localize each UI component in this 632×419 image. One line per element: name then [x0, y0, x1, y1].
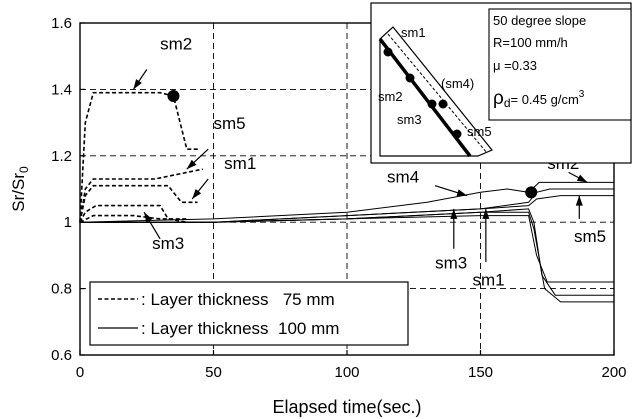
x-axis-title: Elapsed time(sec.) [272, 397, 421, 417]
inset-label-sm2: sm2 [378, 89, 403, 104]
x-tick-label: 0 [76, 364, 84, 381]
series-line-75mm-0 [79, 91, 201, 223]
axis-ticks: 0 50 100 150 200 0.6 0.8 1 1.2 1.4 1.6 [51, 15, 626, 381]
x-axis-label: Elapsed time(sec.) [272, 397, 421, 417]
inset-slope-text: 50 degree slope [493, 13, 586, 28]
inset-rho-symbol: ρ [493, 88, 504, 109]
y-axis-subscript: 0 [17, 166, 31, 173]
legend-label-75mm: : Layer thickness 75 mm [141, 290, 335, 309]
x-tick-label: 100 [334, 364, 359, 381]
annotation-arrow-head [576, 174, 588, 183]
y-tick-label: 1.2 [51, 148, 72, 165]
annotation-label: sm1 [224, 154, 256, 173]
slope-outline [379, 26, 493, 157]
y-tick-label: 0.6 [51, 347, 72, 364]
annotation-arrow-head [575, 195, 583, 206]
series-line-75mm-2 [79, 184, 198, 223]
annotation-arrow-head [482, 208, 490, 219]
annotation-arrow-head [133, 79, 142, 90]
annotation-arrow-head [192, 188, 202, 199]
annotation-label: sm3 [152, 234, 184, 253]
svg-text:ρd= 0.45 g/cm3: ρd= 0.45 g/cm3 [493, 88, 585, 110]
y-tick-label: 1.4 [51, 81, 72, 98]
sensor-dot-sm3 [427, 99, 437, 109]
inset-diagram: sm1 (sm4) sm2 sm3 sm5 50 degree slope R=… [370, 2, 632, 164]
data-point-marker [167, 90, 180, 103]
data-point-marker [525, 186, 538, 199]
annotation-label: sm5 [574, 227, 606, 246]
inset-rho-subscript: d [504, 96, 511, 110]
annotations: sm2 sm5 sm1 sm3 sm4 sm2 sm5 sm3 sm1 [132, 35, 606, 289]
annotation-arrow-head [144, 212, 153, 223]
annotation-label: sm3 [435, 254, 467, 273]
legend: : Layer thickness 75 mm : Layer thicknes… [89, 281, 409, 346]
series-lines [79, 91, 614, 303]
inset-label-sm3: sm3 [397, 112, 422, 127]
inset-label-sm1: sm1 [401, 25, 426, 40]
y-tick-label: 1.6 [51, 15, 72, 32]
inset-mu-text: μ =0.33 [493, 58, 537, 73]
series-line-100mm-7 [80, 195, 614, 223]
inset-label-sm4: (sm4) [441, 76, 474, 91]
x-tick-label: 200 [601, 364, 626, 381]
annotation-label: sm5 [214, 114, 246, 133]
annotation-label: sm4 [387, 167, 419, 186]
inset-rain-text: R=100 mm/h [493, 35, 568, 50]
inset-rho-value: = 0.45 g/cm [511, 92, 579, 107]
x-tick-label: 150 [468, 364, 493, 381]
inset-rho-unit-sup: 3 [579, 89, 585, 100]
series-line-100mm-10 [80, 215, 614, 283]
markers [167, 90, 538, 199]
y-axis-label: Sr/Sr0 [9, 166, 31, 212]
sensor-dot-sm2 [405, 73, 415, 83]
y-axis-title: Sr/Sr [9, 173, 28, 212]
svg-text:Sr/Sr0: Sr/Sr0 [9, 166, 31, 212]
annotation-arrow-head [456, 189, 468, 197]
sensor-dot-sm1 [383, 47, 393, 57]
sensor-dot-sm5 [452, 129, 462, 139]
sensor-dot-sm4 [438, 99, 448, 109]
series-line-75mm-4 [79, 214, 187, 223]
annotation-label: sm2 [160, 35, 192, 54]
y-tick-label: 1 [64, 214, 72, 231]
legend-label-100mm: : Layer thickness 100 mm [141, 319, 339, 338]
x-tick-label: 50 [205, 364, 222, 381]
annotation-arrow-head [186, 159, 197, 170]
inset-info-box [488, 8, 632, 121]
inset-label-sm5: sm5 [467, 124, 492, 139]
y-tick-label: 0.8 [51, 281, 72, 298]
series-line-100mm-5 [79, 181, 614, 223]
slope-dashed-layer [387, 33, 488, 154]
legend-box [89, 281, 409, 346]
annotation-label: sm1 [472, 270, 504, 289]
annotation-arrow-head [450, 208, 458, 219]
series-line-75mm-1 [79, 168, 203, 223]
